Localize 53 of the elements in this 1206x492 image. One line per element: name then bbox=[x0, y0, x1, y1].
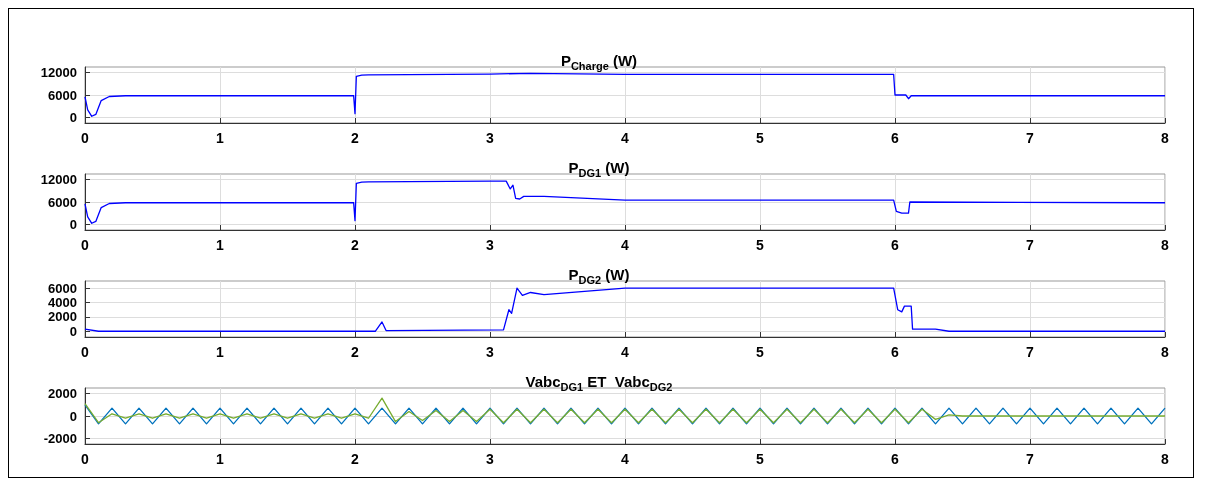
x-tick-label: 5 bbox=[756, 344, 765, 360]
y-tick-label: 0 bbox=[69, 216, 77, 232]
y-tick-label: 6000 bbox=[48, 194, 77, 210]
line-series bbox=[84, 287, 1166, 332]
x-tick-label: 2 bbox=[351, 344, 360, 360]
x-tick-label: 2 bbox=[351, 451, 360, 467]
x-tick-label: 0 bbox=[81, 237, 90, 253]
x-tick-label: 5 bbox=[756, 237, 765, 253]
y-tick-label: 2000 bbox=[48, 309, 77, 325]
x-tick-label: 7 bbox=[1026, 130, 1035, 146]
x-tick-label: 6 bbox=[891, 237, 900, 253]
x-tick-label: 4 bbox=[621, 237, 630, 253]
line-series bbox=[84, 180, 1166, 224]
y-tick-label: 6000 bbox=[48, 87, 77, 103]
x-tick-label: 7 bbox=[1026, 237, 1035, 253]
x-tick-label: 1 bbox=[216, 451, 225, 467]
x-tick-label: 8 bbox=[1161, 344, 1170, 360]
x-tick-label: 6 bbox=[891, 130, 900, 146]
x-tick-label: 4 bbox=[621, 344, 630, 360]
x-tick-label: 3 bbox=[486, 344, 495, 360]
x-tick-label: 2 bbox=[351, 130, 360, 146]
x-tick-label: 3 bbox=[486, 237, 495, 253]
y-tick-label: 12000 bbox=[40, 172, 77, 188]
y-tick-label: -2000 bbox=[43, 430, 77, 446]
x-tick-label: 6 bbox=[891, 451, 900, 467]
line-series bbox=[84, 72, 1166, 117]
x-tick-label: 1 bbox=[216, 237, 225, 253]
y-tick-label: 0 bbox=[69, 323, 77, 339]
x-tick-label: 1 bbox=[216, 344, 225, 360]
y-tick-label: 4000 bbox=[48, 295, 77, 311]
x-tick-label: 7 bbox=[1026, 451, 1035, 467]
x-tick-label: 3 bbox=[486, 451, 495, 467]
x-tick-label: 5 bbox=[756, 451, 765, 467]
x-tick-label: 8 bbox=[1161, 130, 1170, 146]
x-tick-label: 0 bbox=[81, 344, 90, 360]
x-tick-label: 1 bbox=[216, 130, 225, 146]
y-tick-label: 2000 bbox=[48, 386, 77, 402]
line-series bbox=[84, 397, 1166, 424]
x-tick-label: 8 bbox=[1161, 451, 1170, 467]
y-tick-label: 0 bbox=[69, 109, 77, 125]
x-tick-label: 5 bbox=[756, 130, 765, 146]
x-tick-label: 8 bbox=[1161, 237, 1170, 253]
x-tick-label: 3 bbox=[486, 130, 495, 146]
x-tick-label: 0 bbox=[81, 451, 90, 467]
x-tick-label: 6 bbox=[891, 344, 900, 360]
y-tick-label: 12000 bbox=[40, 65, 77, 81]
x-tick-label: 0 bbox=[81, 130, 90, 146]
x-tick-label: 4 bbox=[621, 130, 630, 146]
y-tick-label: 0 bbox=[69, 408, 77, 424]
x-tick-label: 2 bbox=[351, 237, 360, 253]
y-tick-label: 6000 bbox=[48, 280, 77, 296]
x-tick-label: 4 bbox=[621, 451, 630, 467]
x-tick-label: 7 bbox=[1026, 344, 1035, 360]
